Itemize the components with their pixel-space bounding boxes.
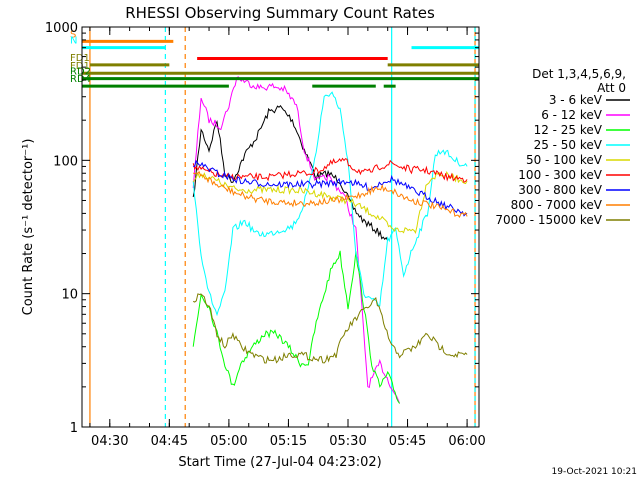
flag-bar-label: FD1 <box>70 61 90 72</box>
legend-label-800-7000-kev: 800 - 7000 keV <box>511 198 603 212</box>
x-tick-label: 05:45 <box>389 434 426 449</box>
y-tick-label: 100 <box>53 154 78 169</box>
legend-label-3-6-kev: 3 - 6 keV <box>549 93 603 107</box>
legend-label-100-300-kev: 100 - 300 keV <box>518 168 602 182</box>
series-line-12-25-kev <box>192 250 401 404</box>
series-line-800-7000-kev <box>192 170 468 219</box>
x-tick-label: 04:30 <box>91 434 128 449</box>
y-axis-label: Count Rate (s⁻¹ detector⁻¹) <box>21 139 36 316</box>
series-line-7000-15000-kev <box>193 293 468 364</box>
timestamp: 19-Oct-2021 10:21 <box>552 467 637 477</box>
legend-label-7000-15000-kev: 7000 - 15000 keV <box>495 213 602 227</box>
x-tick-label: 04:45 <box>151 434 188 449</box>
flag-bar-label: RD2 <box>70 67 91 78</box>
series-line-25-50-kev <box>192 91 468 317</box>
y-tick-label: 1000 <box>45 21 78 36</box>
axes: 04:30 04:45 05:00 05:15 05:30 05:45 06:00 1 10 10… <box>45 21 486 449</box>
x-tick-label: 05:00 <box>210 434 247 449</box>
flag-bar-label: FD1 <box>70 53 90 64</box>
flag-bar-label: N <box>70 36 77 47</box>
legend-label-25-50-kev: 25 - 50 keV <box>534 138 603 152</box>
legend-label-12-25-kev: 12 - 25 keV <box>534 123 603 137</box>
legend-header: Det 1,3,4,5,6,9, <box>532 67 626 81</box>
x-tick-label: 05:15 <box>270 434 307 449</box>
legend-label-6-12-kev: 6 - 12 keV <box>541 108 603 122</box>
data-layer <box>89 27 476 427</box>
legend-label-50-100-kev: 50 - 100 keV <box>526 153 603 167</box>
x-tick-label: 06:00 <box>448 434 485 449</box>
chart-title: RHESSI Observing Summary Count Rates <box>125 4 435 22</box>
y-tick-label: 1 <box>70 421 78 436</box>
flag-bar-label: RD4 <box>70 74 91 85</box>
series-line-50-100-kev <box>192 170 468 234</box>
flag-bar-label: S <box>70 29 76 40</box>
series-line-300-800-kev <box>193 159 468 217</box>
x-axis-label: Start Time (27-Jul-04 04:23:02) <box>178 455 381 470</box>
legend-label-300-800-kev: 300 - 800 keV <box>518 183 602 197</box>
legend-header: Att 0 <box>597 81 626 95</box>
x-tick-label: 05:30 <box>329 434 366 449</box>
y-tick-label: 10 <box>61 288 78 303</box>
series-line-100-300-kev <box>192 157 468 183</box>
series-line-6-12-kev <box>192 76 401 404</box>
plot-frame <box>81 26 480 428</box>
